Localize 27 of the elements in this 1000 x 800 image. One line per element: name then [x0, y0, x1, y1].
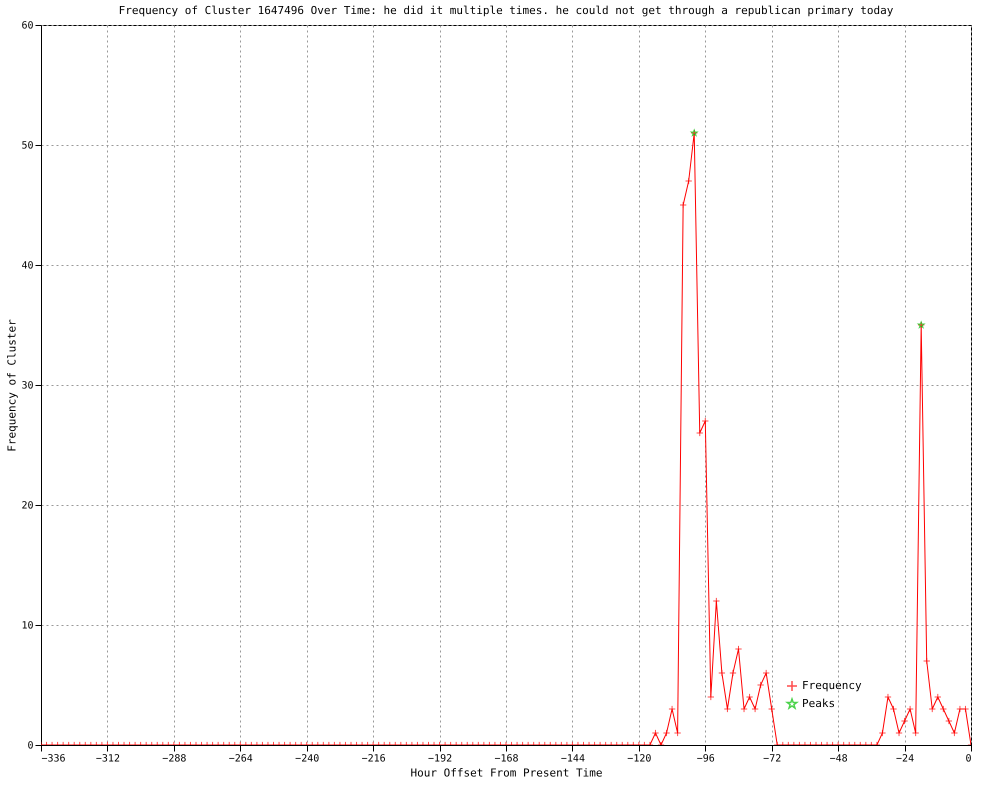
x-tick-label: −144 — [560, 754, 585, 764]
x-tick-label: −72 — [763, 754, 782, 764]
x-tick-label: 0 — [965, 754, 972, 764]
y-tick-label: 40 — [21, 260, 34, 272]
x-tick-label: −288 — [162, 754, 186, 764]
legend-label: Peaks — [802, 697, 836, 710]
x-tick-label: −240 — [295, 754, 320, 764]
y-tick-label: 60 — [21, 20, 34, 32]
y-tick-label: 20 — [21, 500, 34, 512]
x-tick-label: −120 — [627, 754, 652, 764]
y-tick-label: 0 — [27, 740, 34, 752]
x-tick-label: −192 — [428, 754, 452, 764]
x-tick-label: −264 — [228, 754, 253, 764]
y-axis-title: Frequency of Cluster — [5, 318, 18, 452]
x-tick-label: −96 — [696, 754, 715, 764]
x-axis-title: Hour Offset From Present Time — [410, 766, 603, 780]
y-tick-label: 50 — [21, 140, 34, 152]
y-tick-label: 10 — [21, 620, 34, 632]
x-tick-label: −24 — [896, 754, 914, 764]
legend-label: Frequency — [802, 679, 862, 692]
y-tick-label: 30 — [21, 380, 34, 392]
x-tick-label: −312 — [96, 754, 120, 764]
x-tick-label: −48 — [830, 754, 848, 764]
x-tick-label: −168 — [494, 754, 519, 764]
x-tick-label: −216 — [362, 754, 386, 764]
x-tick-label: −336 — [42, 754, 66, 764]
chart-title: Frequency of Cluster 1647496 Over Time: he did it multiple times. he could not get through a republican primary today — [118, 4, 894, 17]
